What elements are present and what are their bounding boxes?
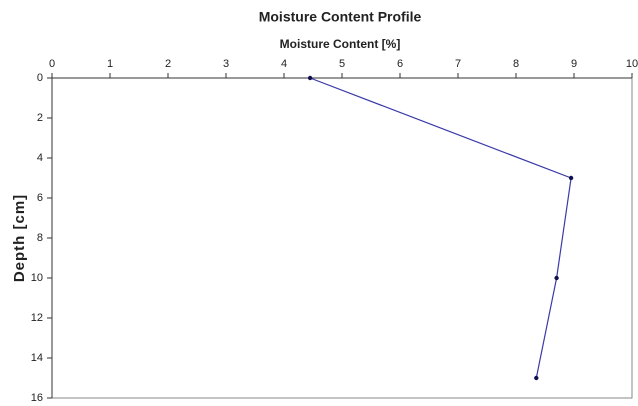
plot-frame	[51, 77, 633, 399]
x-tick-label: 9	[571, 58, 577, 70]
x-tick-label: 4	[281, 58, 287, 70]
x-tick-label: 6	[397, 58, 403, 70]
y-tick-label: 10	[31, 272, 43, 284]
x-tick-label: 7	[455, 58, 461, 70]
y-tick-label: 2	[37, 112, 43, 124]
data-point	[534, 375, 539, 381]
y-tick-label: 0	[37, 72, 43, 84]
data-point	[307, 75, 313, 81]
x-tick-label: 8	[513, 58, 519, 70]
y-tick-label: 12	[31, 312, 43, 324]
x-tick-label: 2	[165, 58, 171, 70]
y-tick-label: 6	[37, 192, 43, 204]
x-tick-label: 10	[626, 58, 638, 70]
chart-title: Moisture Content Profile	[259, 9, 422, 25]
data-line	[309, 77, 572, 379]
x-tick-label: 1	[107, 58, 113, 70]
y-axis-title: Depth [cm]	[11, 194, 28, 282]
x-tick-label: 0	[49, 58, 55, 70]
x-tick-label: 3	[223, 58, 229, 70]
x-tick-label: 5	[339, 58, 345, 70]
data-point	[568, 175, 574, 181]
data-point	[554, 275, 559, 281]
y-tick-label: 16	[31, 392, 43, 404]
x-axis-title: Moisture Content [%]	[280, 37, 401, 51]
y-tick-label: 4	[37, 152, 43, 164]
y-tick-label: 8	[37, 232, 43, 244]
y-tick-label: 14	[31, 352, 43, 364]
